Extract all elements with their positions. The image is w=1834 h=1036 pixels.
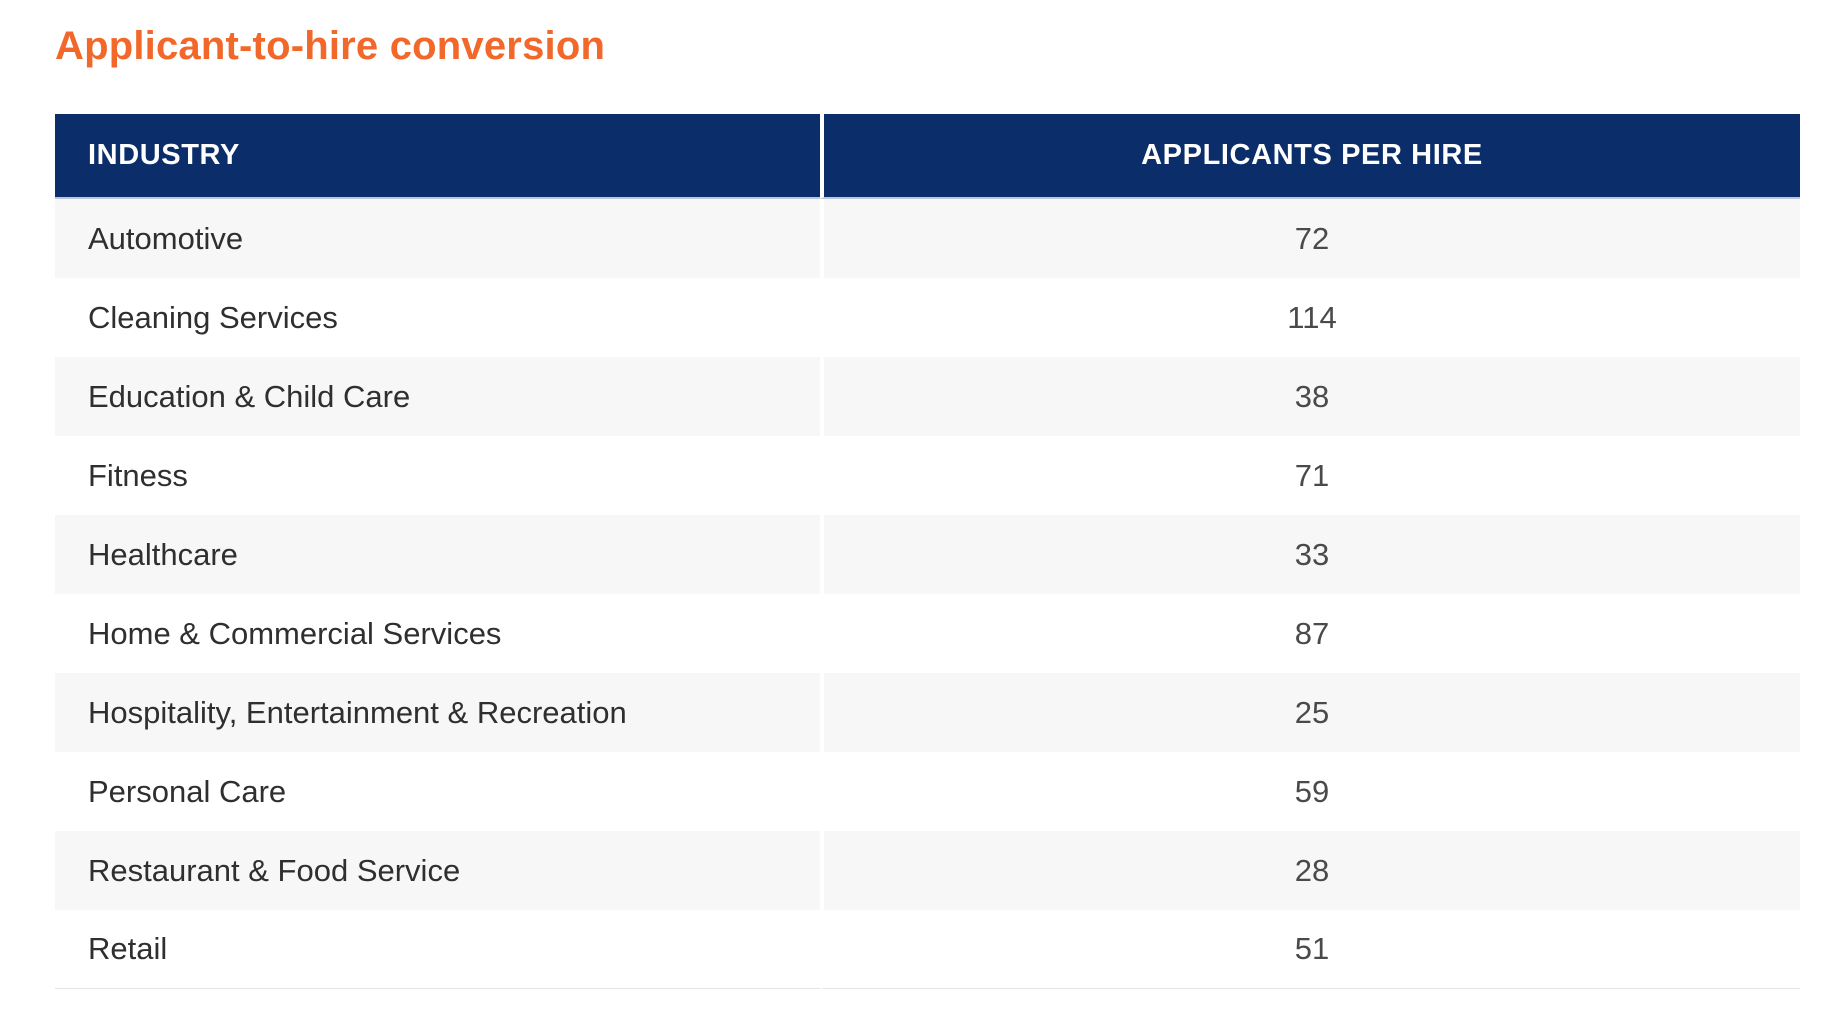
value-cell: 87 — [820, 594, 1800, 673]
table-row: Restaurant & Food Service 28 — [55, 831, 1800, 910]
industry-cell: Retail — [55, 910, 820, 989]
value-cell: 33 — [820, 515, 1800, 594]
value-cell: 72 — [820, 199, 1800, 278]
table-row: Fitness 71 — [55, 436, 1800, 515]
industry-cell: Fitness — [55, 436, 820, 515]
table-row: Automotive 72 — [55, 199, 1800, 278]
table-header-row: INDUSTRY APPLICANTS PER HIRE — [55, 114, 1800, 199]
table-header: INDUSTRY APPLICANTS PER HIRE — [55, 114, 1800, 199]
industry-cell: Education & Child Care — [55, 357, 820, 436]
column-header-applicants-per-hire: APPLICANTS PER HIRE — [820, 114, 1800, 199]
value-cell: 28 — [820, 831, 1800, 910]
value-cell: 38 — [820, 357, 1800, 436]
table-row: Home & Commercial Services 87 — [55, 594, 1800, 673]
table-row: Retail 51 — [55, 910, 1800, 989]
value-cell: 51 — [820, 910, 1800, 989]
industry-cell: Cleaning Services — [55, 278, 820, 357]
value-cell: 59 — [820, 752, 1800, 831]
table-row: Personal Care 59 — [55, 752, 1800, 831]
applicant-conversion-table: INDUSTRY APPLICANTS PER HIRE Automotive … — [55, 114, 1800, 989]
industry-cell: Automotive — [55, 199, 820, 278]
value-cell: 114 — [820, 278, 1800, 357]
industry-cell: Healthcare — [55, 515, 820, 594]
industry-cell: Home & Commercial Services — [55, 594, 820, 673]
industry-cell: Restaurant & Food Service — [55, 831, 820, 910]
table-body: Automotive 72 Cleaning Services 114 Educ… — [55, 199, 1800, 989]
value-cell: 25 — [820, 673, 1800, 752]
industry-cell: Hospitality, Entertainment & Recreation — [55, 673, 820, 752]
table-row: Education & Child Care 38 — [55, 357, 1800, 436]
industry-cell: Personal Care — [55, 752, 820, 831]
table-row: Healthcare 33 — [55, 515, 1800, 594]
table-row: Cleaning Services 114 — [55, 278, 1800, 357]
column-header-industry: INDUSTRY — [55, 114, 820, 199]
page-title: Applicant-to-hire conversion — [55, 24, 606, 68]
value-cell: 71 — [820, 436, 1800, 515]
table-row: Hospitality, Entertainment & Recreation … — [55, 673, 1800, 752]
